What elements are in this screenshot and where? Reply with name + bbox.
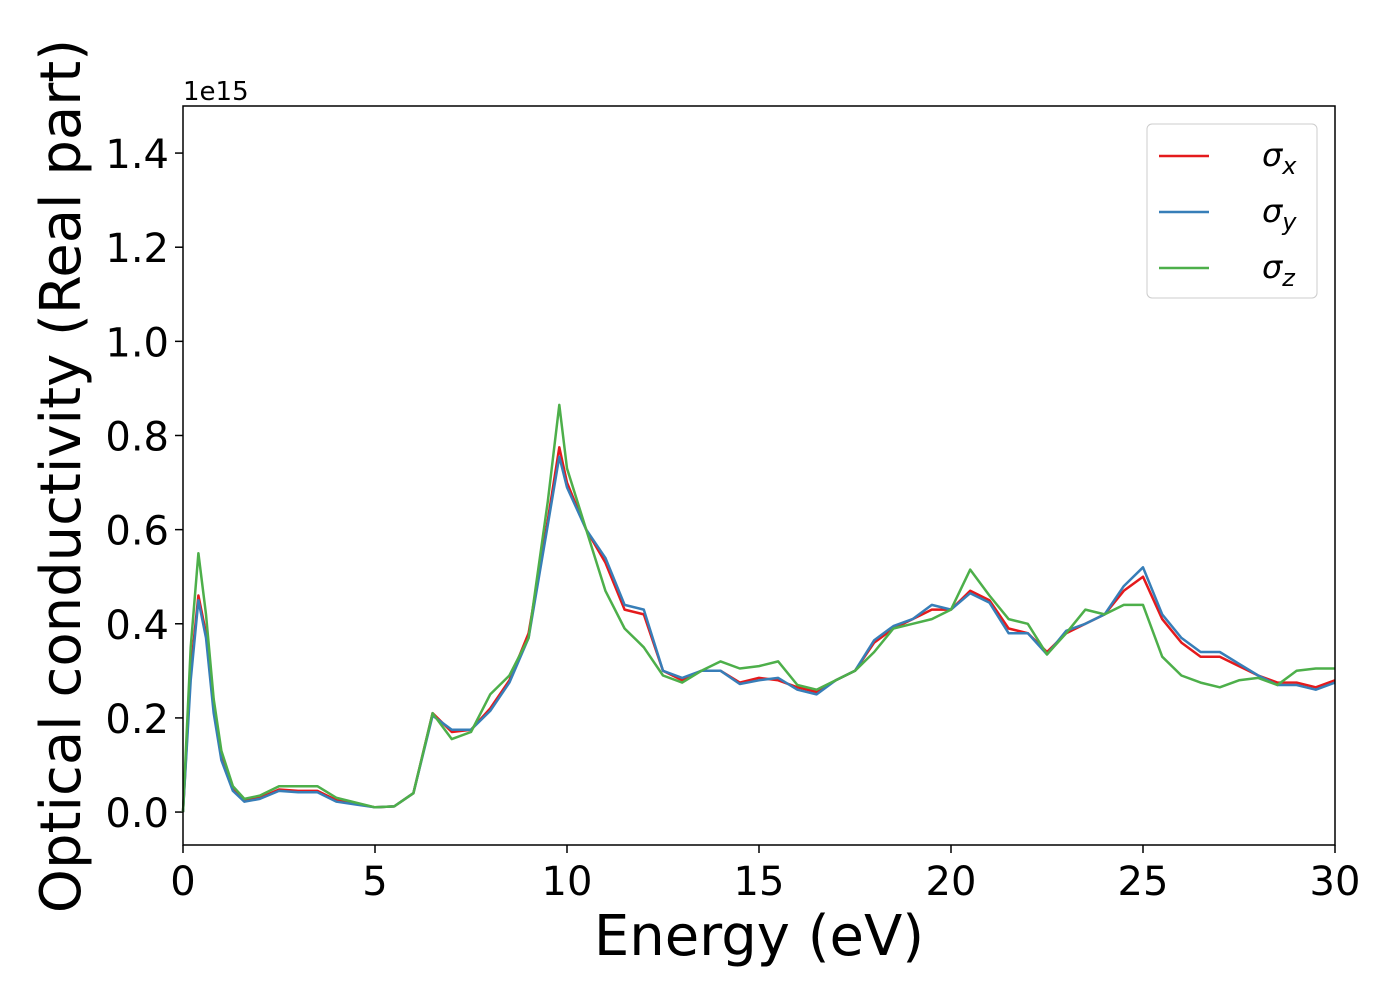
y-tick-label: 1.4 <box>105 132 169 178</box>
y-offset-label: 1e15 <box>183 77 249 107</box>
x-axis-label: Energy (eV) <box>594 904 924 969</box>
x-tick-label: 25 <box>1118 859 1169 905</box>
x-tick-label: 5 <box>362 859 387 905</box>
y-tick-label: 1.2 <box>105 226 169 272</box>
series-line <box>181 446 1336 813</box>
legend-label: σz <box>1262 248 1296 292</box>
y-tick-label: 0.0 <box>105 791 169 837</box>
x-tick-label: 15 <box>734 859 785 905</box>
x-tick-label: 20 <box>926 859 977 905</box>
x-tick-label: 30 <box>1310 859 1361 905</box>
legend-label: σy <box>1262 192 1297 236</box>
y-tick-label: 1.0 <box>105 320 169 366</box>
y-tick-label: 0.2 <box>105 697 169 743</box>
y-axis-label: Optical conductivity (Real part) <box>29 39 94 913</box>
plot-frame <box>182 105 1336 846</box>
series-line <box>181 403 1335 813</box>
x-tick-label: 10 <box>542 859 593 905</box>
legend-label: σx <box>1262 136 1297 180</box>
y-tick-label: 0.8 <box>105 414 169 460</box>
series-line <box>181 455 1336 813</box>
x-tick-label: 0 <box>170 859 195 905</box>
y-tick-label: 0.4 <box>105 603 169 649</box>
legend-box <box>1146 123 1318 299</box>
y-tick-label: 0.6 <box>105 509 169 555</box>
